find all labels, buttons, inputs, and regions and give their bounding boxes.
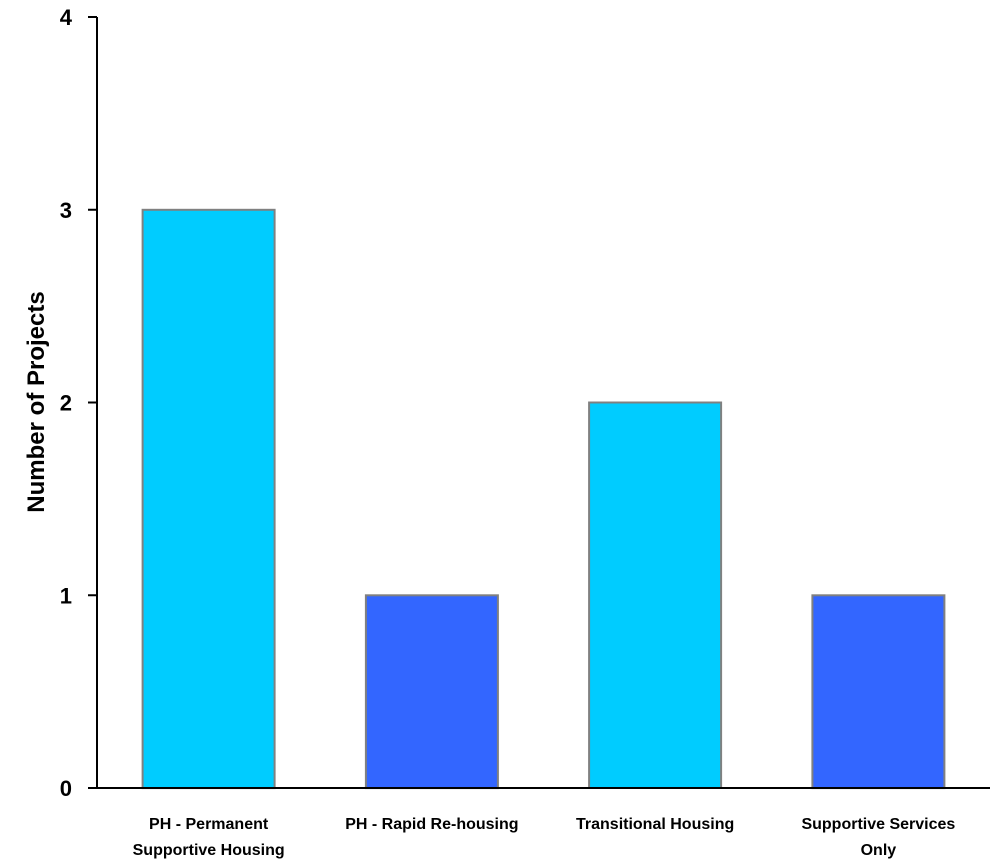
x-category-label-line: PH - Permanent [149,816,269,833]
x-category-labels: PH - Permanent Supportive Housing PH - Rap… [133,816,956,859]
bar-2 [364,594,499,790]
y-tick-labels: 0 1 2 3 4 [60,5,97,801]
bars-layer [141,208,946,790]
x-category-label-line: Transitional Housing [576,816,734,833]
y-tick-label: 3 [60,198,72,223]
y-tick-label: 4 [60,5,73,30]
x-category-label: Transitional Housing [576,816,734,833]
x-category-label: PH - Rapid Re-housing [345,816,518,833]
x-category-label-line: Supportive Housing [133,842,285,859]
y-tick-label: 0 [60,776,72,801]
bar-1 [141,208,276,790]
bar-3 [588,401,723,789]
x-category-label-line: Supportive Services [801,816,955,833]
x-category-label: PH - Permanent Supportive Housing [133,816,285,859]
x-category-label: Supportive Services Only [801,816,955,859]
y-tick-label: 1 [60,583,72,608]
y-tick-label: 2 [60,391,72,416]
y-axis-title: Number of Projects [23,291,50,512]
x-category-label-line: PH - Rapid Re-housing [345,816,518,833]
x-category-label-line: Only [861,842,897,859]
bar-4 [811,594,946,790]
